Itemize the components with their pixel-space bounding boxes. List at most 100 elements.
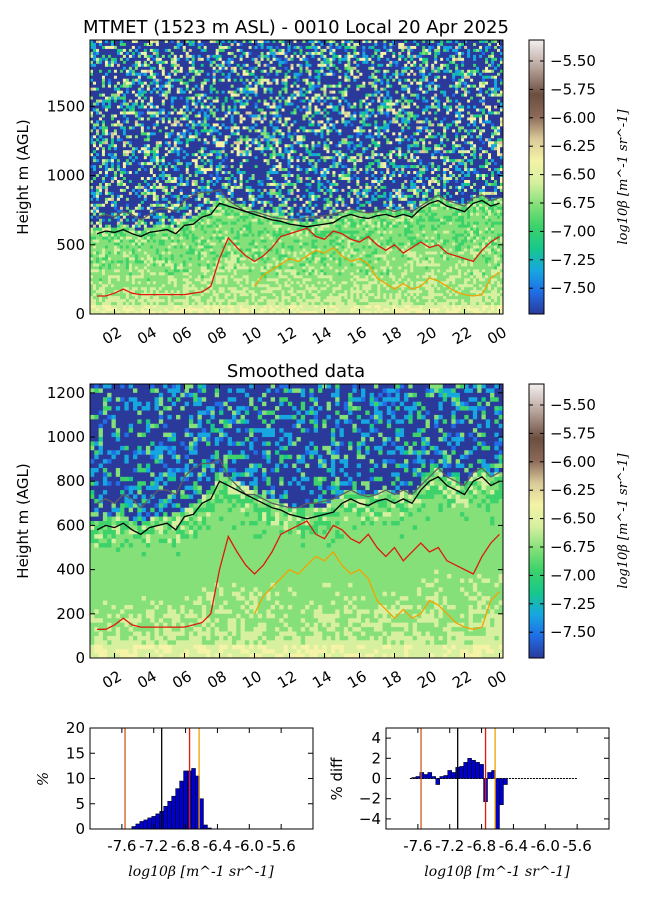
heatmap-cell [251, 78, 255, 83]
heatmap-cell [218, 206, 223, 211]
heatmap-cell [179, 185, 184, 190]
heatmap-cell [203, 266, 208, 270]
heatmap-cell [149, 129, 154, 133]
heatmap-cell [245, 281, 250, 285]
heatmap-cell [143, 299, 148, 303]
heatmap-cell [95, 90, 100, 95]
heatmap-cell [233, 221, 238, 226]
heatmap-cell [98, 203, 103, 208]
heatmap-cell [119, 269, 124, 273]
heatmap-cell [155, 296, 160, 300]
heatmap-cell [179, 156, 184, 160]
heatmap-cell [113, 272, 118, 276]
heatmap-cell [182, 296, 187, 300]
heatmap-cell [95, 188, 100, 193]
heatmap-cell [161, 284, 166, 288]
heatmap-cell [182, 281, 187, 285]
heatmap-cell [140, 54, 145, 59]
heatmap-cell [233, 168, 238, 172]
heatmap-cell [125, 42, 130, 47]
heatmap-cell [90, 168, 94, 172]
heatmap-cell [227, 251, 232, 255]
heatmap-cell [176, 311, 181, 315]
heatmap-cell [122, 123, 127, 127]
heatmap-cell [203, 105, 208, 109]
heatmap-cell [113, 159, 118, 163]
heatmap-cell [155, 177, 160, 181]
heatmap-cell [113, 311, 118, 315]
heatmap-cell [245, 156, 250, 160]
heatmap-cell [236, 168, 241, 172]
heatmap-cell [227, 117, 232, 121]
heatmap-cell [185, 153, 190, 157]
heatmap-cell [203, 254, 208, 258]
heatmap-cell [170, 227, 175, 232]
heatmap-cell [248, 42, 253, 47]
heatmap-cell [167, 302, 172, 306]
heatmap-cell [230, 165, 235, 169]
heatmap-cell [209, 54, 214, 59]
heatmap-cell [197, 206, 202, 211]
heatmap-cell [143, 263, 148, 267]
heatmap-cell [134, 191, 139, 196]
heatmap-cell [158, 40, 163, 44]
heatmap-cell [173, 54, 178, 59]
heatmap-cell [194, 260, 199, 264]
heatmap-cell [125, 215, 130, 220]
heatmap-cell [203, 212, 208, 217]
heatmap-cell [92, 129, 97, 133]
heatmap-cell [152, 191, 157, 196]
heatmap-cell [143, 287, 148, 291]
heatmap-cell [176, 224, 181, 229]
heatmap-cell [215, 266, 220, 270]
heatmap-cell [230, 66, 235, 71]
heatmap-cell [227, 188, 232, 193]
heatmap-cell [128, 254, 133, 258]
heatmap-cell [191, 236, 196, 240]
heatmap-cell [245, 177, 250, 181]
heatmap-cell [146, 281, 151, 285]
heatmap-cell [248, 245, 253, 249]
heatmap-cell [206, 66, 211, 71]
heatmap-cell [116, 269, 121, 273]
heatmap-cell [134, 209, 139, 214]
heatmap-cell [110, 168, 115, 172]
heatmap-cell [209, 162, 214, 166]
heatmap-cell [104, 69, 109, 74]
heatmap-cell [170, 132, 175, 136]
heatmap-cell [206, 40, 211, 44]
heatmap-cell [134, 159, 139, 163]
heatmap-cell [224, 197, 229, 202]
heatmap-cell [185, 278, 190, 282]
heatmap-cell [224, 66, 229, 71]
heatmap-cell [197, 251, 202, 255]
heatmap-cell [188, 96, 193, 100]
heatmap-cell [158, 135, 163, 139]
heatmap-cell [221, 287, 226, 291]
heatmap-cell [131, 138, 136, 142]
heatmap-cell [131, 135, 136, 139]
heatmap-cell [191, 81, 196, 86]
heatmap-cell [227, 299, 232, 303]
heatmap-cell [125, 311, 130, 315]
heatmap-cell [122, 66, 127, 71]
heatmap-cell [137, 188, 142, 193]
heatmap-cell [179, 171, 184, 175]
heatmap-cell [101, 224, 106, 229]
heatmap-cell [164, 188, 169, 193]
heatmap-cell [116, 275, 121, 279]
heatmap-cell [134, 114, 139, 118]
heatmap-cell [90, 63, 94, 68]
heatmap-cell [122, 132, 127, 136]
heatmap-cell [134, 188, 139, 193]
heatmap-cell [107, 278, 112, 282]
heatmap-cell [218, 57, 223, 62]
heatmap-cell [218, 200, 223, 205]
heatmap-cell [110, 153, 115, 157]
heatmap-cell [230, 135, 235, 139]
heatmap-cell [155, 174, 160, 178]
heatmap-cell [185, 48, 190, 53]
heatmap-cell [137, 141, 142, 145]
heatmap-cell [137, 153, 142, 157]
heatmap-cell [215, 177, 220, 181]
